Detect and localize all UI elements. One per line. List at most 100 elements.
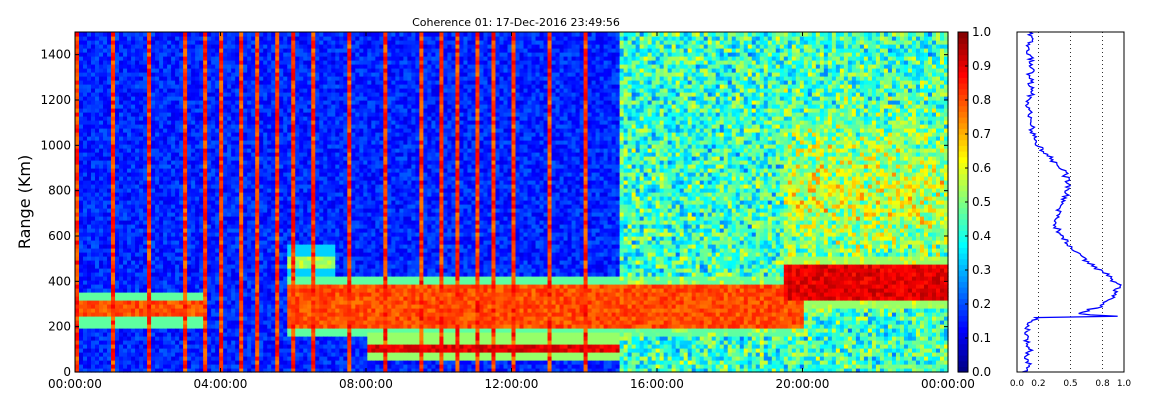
heatmap-cell (307, 216, 312, 221)
heatmap-cell (195, 84, 200, 89)
heatmap-cell (127, 176, 132, 181)
heatmap-cell (235, 48, 240, 53)
heatmap-cell (99, 328, 104, 333)
heatmap-cell (203, 264, 208, 269)
heatmap-cell (287, 56, 292, 61)
heatmap-cell (235, 264, 240, 269)
heatmap-cell (291, 364, 296, 369)
heatmap-cell (215, 68, 220, 73)
heatmap-cell (143, 216, 148, 221)
heatmap-cell (151, 308, 156, 313)
heatmap-cell (267, 360, 272, 365)
heatmap-cell (123, 120, 128, 125)
heatmap-cell (267, 156, 272, 161)
heatmap-cell (107, 124, 112, 129)
heatmap-cell (83, 308, 88, 313)
heatmap-cell (175, 88, 180, 93)
heatmap-cell (279, 168, 284, 173)
heatmap-cell (119, 48, 124, 53)
heatmap-cell (155, 160, 160, 165)
heatmap-cell (139, 336, 144, 341)
heatmap-cell (119, 356, 124, 361)
heatmap-cell (267, 116, 272, 121)
heatmap-cell (243, 172, 248, 177)
heatmap-cell (151, 236, 156, 241)
heatmap-cell (303, 276, 308, 281)
heatmap-cell (95, 188, 100, 193)
heatmap-cell (259, 56, 264, 61)
heatmap-cell (91, 232, 96, 237)
heatmap-cell (155, 224, 160, 229)
heatmap-cell (119, 164, 124, 169)
heatmap-cell (219, 48, 224, 53)
heatmap-cell (299, 320, 304, 325)
heatmap-cell (267, 96, 272, 101)
heatmap-cell (95, 92, 100, 97)
heatmap-cell (159, 248, 164, 253)
heatmap-cell (139, 252, 144, 257)
heatmap-cell (187, 288, 192, 293)
heatmap-cell (223, 152, 228, 157)
heatmap-cell (83, 368, 88, 373)
heatmap-cell (75, 216, 80, 221)
heatmap-cell (239, 244, 244, 249)
heatmap-cell (235, 160, 240, 165)
heatmap-cell (195, 280, 200, 285)
heatmap-cell (79, 60, 84, 65)
heatmap-cell (307, 244, 312, 249)
heatmap-cell (119, 88, 124, 93)
heatmap-cell (103, 180, 108, 185)
heatmap-cell (127, 312, 132, 317)
heatmap-cell (267, 188, 272, 193)
heatmap-cell (115, 144, 120, 149)
heatmap-cell (143, 64, 148, 69)
heatmap-cell (79, 216, 84, 221)
heatmap-cell (291, 288, 296, 293)
heatmap-cell (167, 40, 172, 45)
heatmap-cell (147, 76, 152, 81)
heatmap-cell (127, 360, 132, 365)
heatmap-cell (75, 176, 80, 181)
heatmap-cell (235, 232, 240, 237)
heatmap-cell (171, 352, 176, 357)
heatmap-cell (107, 304, 112, 309)
heatmap-cell (151, 332, 156, 337)
heatmap-cell (235, 92, 240, 97)
heatmap-cell (303, 104, 308, 109)
heatmap-cell (103, 356, 108, 361)
heatmap-cell (267, 120, 272, 125)
heatmap-cell (83, 48, 88, 53)
heatmap-cell (259, 336, 264, 341)
heatmap-cell (119, 252, 124, 257)
heatmap-cell (187, 360, 192, 365)
heatmap-cell (239, 132, 244, 137)
heatmap-cell (147, 88, 152, 93)
heatmap-cell (119, 188, 124, 193)
heatmap-cell (243, 108, 248, 113)
heatmap-cell (179, 300, 184, 305)
heatmap-cell (279, 72, 284, 77)
heatmap-cell (167, 96, 172, 101)
heatmap-cell (279, 236, 284, 241)
heatmap-cell (199, 96, 204, 101)
heatmap-cell (83, 60, 88, 65)
heatmap-cell (259, 128, 264, 133)
heatmap-cell (219, 312, 224, 317)
heatmap-cell (303, 356, 308, 361)
heatmap-cell (215, 40, 220, 45)
heatmap-cell (255, 120, 260, 125)
heatmap-cell (111, 84, 116, 89)
heatmap-cell (171, 188, 176, 193)
heatmap-cell (147, 148, 152, 153)
heatmap-cell (167, 108, 172, 113)
heatmap-cell (159, 352, 164, 357)
heatmap-cell (163, 96, 168, 101)
heatmap-cell (175, 208, 180, 213)
heatmap-cell (255, 308, 260, 313)
heatmap-cell (87, 172, 92, 177)
heatmap-cell (83, 264, 88, 269)
heatmap-cell (163, 48, 168, 53)
heatmap-cell (203, 248, 208, 253)
heatmap-cell (75, 192, 80, 197)
heatmap-cell (195, 244, 200, 249)
